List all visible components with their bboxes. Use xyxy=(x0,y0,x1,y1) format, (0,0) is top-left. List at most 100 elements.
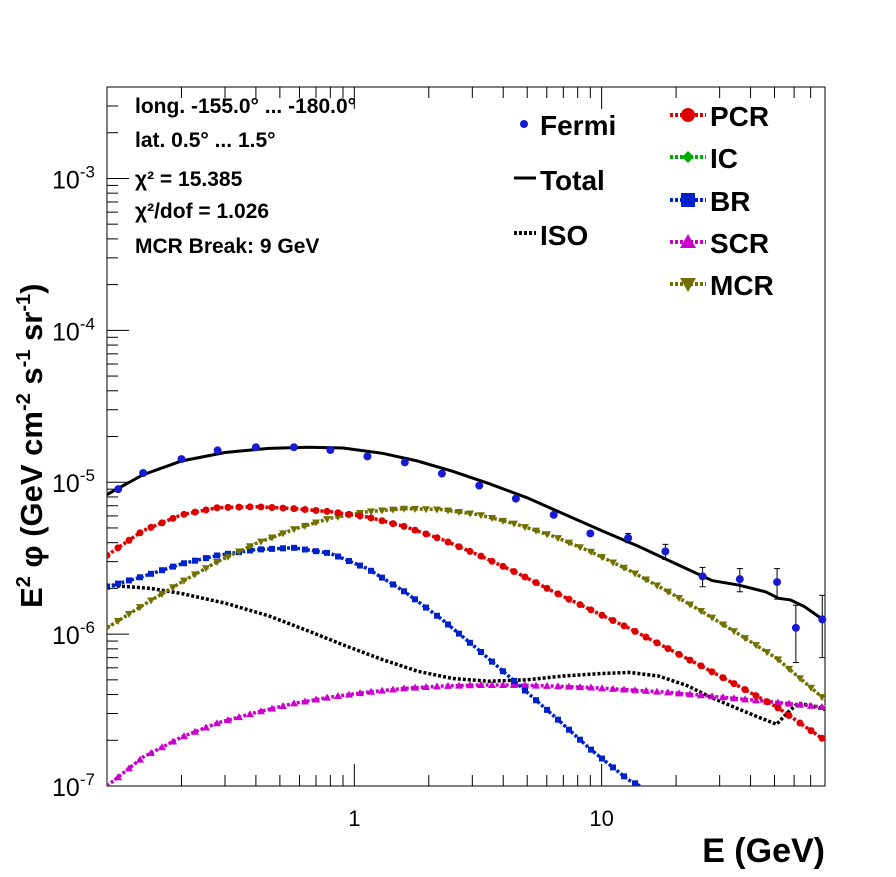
x-tick-labels: 1 10 xyxy=(348,806,614,831)
pcr-marker xyxy=(730,680,738,688)
pcr-marker xyxy=(818,734,825,742)
scr-marker xyxy=(455,681,463,689)
fermi-point xyxy=(363,452,372,461)
mcr-marker xyxy=(107,624,111,632)
br-curve xyxy=(107,546,641,786)
scr-curve xyxy=(107,683,825,786)
pcr-marker xyxy=(422,530,430,538)
mcr-marker xyxy=(477,512,485,520)
pcr-marker xyxy=(543,584,551,592)
scr-marker xyxy=(565,682,573,690)
fermi-point xyxy=(251,443,260,452)
mcr-marker xyxy=(719,621,727,629)
legend-br-label: BR xyxy=(710,186,750,217)
mcr-marker xyxy=(499,517,507,525)
br-marker xyxy=(423,604,429,611)
pcr-marker xyxy=(532,579,540,587)
scr-marker xyxy=(444,681,452,689)
pcr-marker xyxy=(301,506,309,514)
mcr-marker xyxy=(543,531,551,539)
legend-br-marker xyxy=(681,193,695,207)
pcr-marker xyxy=(576,601,584,609)
pcr-marker xyxy=(411,526,419,534)
br-marker xyxy=(181,560,187,567)
pcr-marker xyxy=(444,538,452,546)
scr-marker xyxy=(202,723,210,731)
br-marker xyxy=(170,563,176,570)
br-marker xyxy=(148,570,154,577)
fermi-point xyxy=(773,578,782,587)
pcr-marker xyxy=(664,645,672,653)
br-marker xyxy=(291,544,297,551)
fit-info-block: long. -155.0° ... -180.0° lat. 0.5° ... … xyxy=(135,95,356,258)
scr-marker xyxy=(664,688,672,696)
pcr-marker xyxy=(796,719,804,727)
br-marker xyxy=(115,580,121,587)
y-tick-label: 10-7 xyxy=(52,770,95,802)
br-marker xyxy=(621,773,627,780)
info-chi2: χ² = 15.385 xyxy=(135,168,243,191)
legend-right: PCR IC BR SCR MCR xyxy=(670,101,774,301)
mcr-marker xyxy=(774,656,782,664)
fermi-point xyxy=(549,510,558,519)
fermi-point xyxy=(586,529,595,538)
mcr-curve xyxy=(107,506,825,702)
scr-marker xyxy=(213,719,221,727)
mcr-marker xyxy=(378,507,386,515)
pcr-marker xyxy=(257,503,265,511)
mcr-marker xyxy=(554,535,562,543)
legend-fermi-label: Fermi xyxy=(540,110,616,141)
pcr-marker xyxy=(697,662,705,670)
iso-curve xyxy=(107,583,825,727)
mcr-marker xyxy=(631,570,639,578)
mcr-marker xyxy=(532,527,540,535)
mcr-marker xyxy=(576,544,584,552)
br-marker xyxy=(489,658,495,665)
br-marker xyxy=(401,588,407,595)
mcr-marker xyxy=(521,524,529,532)
scr-marker xyxy=(708,692,716,700)
mcr-marker xyxy=(653,582,661,590)
scr-marker xyxy=(433,682,441,690)
pcr-marker xyxy=(136,529,144,537)
br-marker xyxy=(137,574,143,581)
br-marker xyxy=(434,612,440,619)
scr-marker xyxy=(235,713,243,721)
mcr-marker xyxy=(268,534,276,542)
mcr-marker xyxy=(785,665,793,673)
br-marker xyxy=(107,583,110,590)
scr-marker xyxy=(125,764,133,772)
mcr-marker xyxy=(411,505,419,513)
mcr-marker xyxy=(444,507,452,515)
x-tick-label: 10 xyxy=(589,806,613,831)
mcr-marker xyxy=(114,617,122,625)
br-marker xyxy=(357,562,363,569)
pcr-marker xyxy=(290,505,298,513)
pcr-marker xyxy=(807,727,815,735)
br-marker xyxy=(269,545,275,552)
scr-marker xyxy=(796,700,804,708)
y-tick-label: 10-4 xyxy=(52,314,95,346)
scr-marker xyxy=(818,702,825,710)
br-marker xyxy=(632,780,638,786)
mcr-marker xyxy=(367,508,375,516)
pcr-marker xyxy=(521,573,529,581)
mcr-marker xyxy=(510,520,518,528)
mcr-marker xyxy=(147,597,155,605)
mcr-marker xyxy=(125,611,133,619)
pcr-marker xyxy=(389,520,397,528)
fermi-point xyxy=(661,547,670,556)
mcr-marker xyxy=(180,577,188,585)
scr-marker xyxy=(653,687,661,695)
scr-marker xyxy=(532,681,540,689)
scr-marker xyxy=(290,699,298,707)
fermi-data-points xyxy=(114,443,827,664)
pcr-marker xyxy=(246,503,254,511)
scr-marker xyxy=(686,690,694,698)
br-marker xyxy=(346,558,352,565)
scr-marker xyxy=(389,685,397,693)
fermi-point xyxy=(698,572,707,581)
pcr-marker xyxy=(631,627,639,635)
scr-marker xyxy=(488,681,496,689)
pcr-marker xyxy=(268,504,276,512)
